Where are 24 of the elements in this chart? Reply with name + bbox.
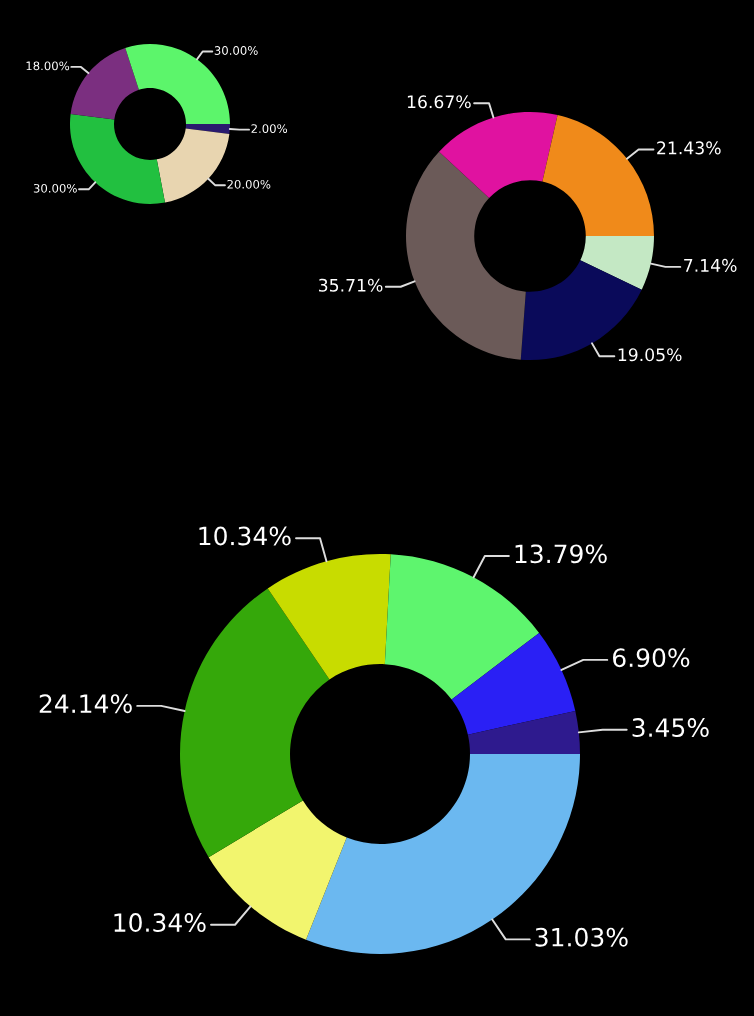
- data-label: 19.05%: [618, 348, 682, 362]
- donut-slice: [451, 632, 576, 735]
- data-label: 10.34%: [114, 913, 206, 933]
- data-label: 21.43%: [657, 141, 721, 155]
- data-label: 35.71%: [319, 278, 383, 292]
- data-label: 16.67%: [407, 95, 471, 109]
- donut-slice: [580, 236, 654, 290]
- data-label: 31.03%: [535, 927, 628, 947]
- data-label: 13.79%: [515, 544, 607, 564]
- donut-slice: [208, 800, 347, 940]
- data-label: 6.90%: [613, 648, 690, 668]
- donut-slice: [156, 128, 230, 203]
- donut-slice: [180, 588, 330, 858]
- donut-slice: [439, 112, 558, 199]
- donut-slice: [267, 554, 391, 680]
- donut-slice: [467, 710, 580, 754]
- donut-slice: [542, 115, 654, 236]
- data-label: 7.14%: [684, 258, 737, 272]
- donut-slice: [70, 47, 139, 120]
- donut-slice: [185, 124, 230, 135]
- data-label: 10.34%: [199, 526, 291, 546]
- donut-slice: [406, 151, 526, 360]
- data-label: 24.14%: [39, 694, 132, 714]
- data-label: 3.45%: [632, 718, 709, 738]
